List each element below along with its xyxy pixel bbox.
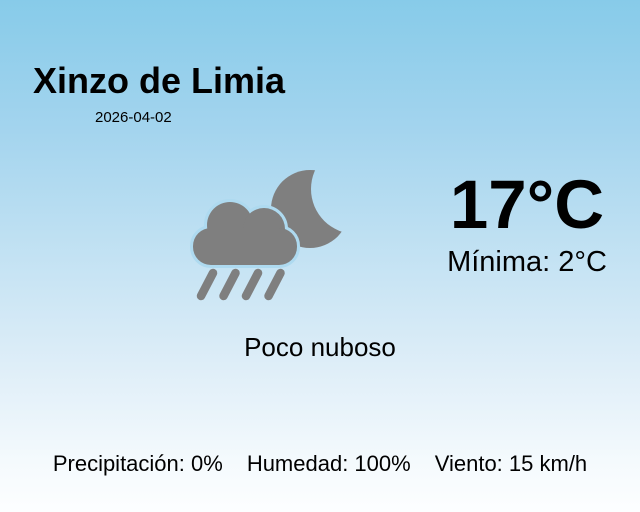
date-label: 2026-04-02 [95, 109, 172, 126]
humidity-stat: Humedad: 100% [246, 451, 411, 476]
rain-icon [196, 268, 285, 301]
current-temperature: 17°C [449, 166, 605, 243]
cloud-icon [193, 202, 297, 265]
condition-label: Poco nuboso [244, 332, 396, 362]
precipitation-stat: Precipitación: 0% [52, 451, 223, 476]
city-title: Xinzo de Limia [33, 60, 286, 101]
wind-stat: Viento: 15 km/h [434, 451, 588, 476]
cloud-moon-rain-icon [190, 170, 345, 301]
minimum-temperature: Mínima: 2°C [447, 246, 607, 278]
stats-row: Precipitación: 0% Humedad: 100% Viento: … [0, 453, 640, 475]
